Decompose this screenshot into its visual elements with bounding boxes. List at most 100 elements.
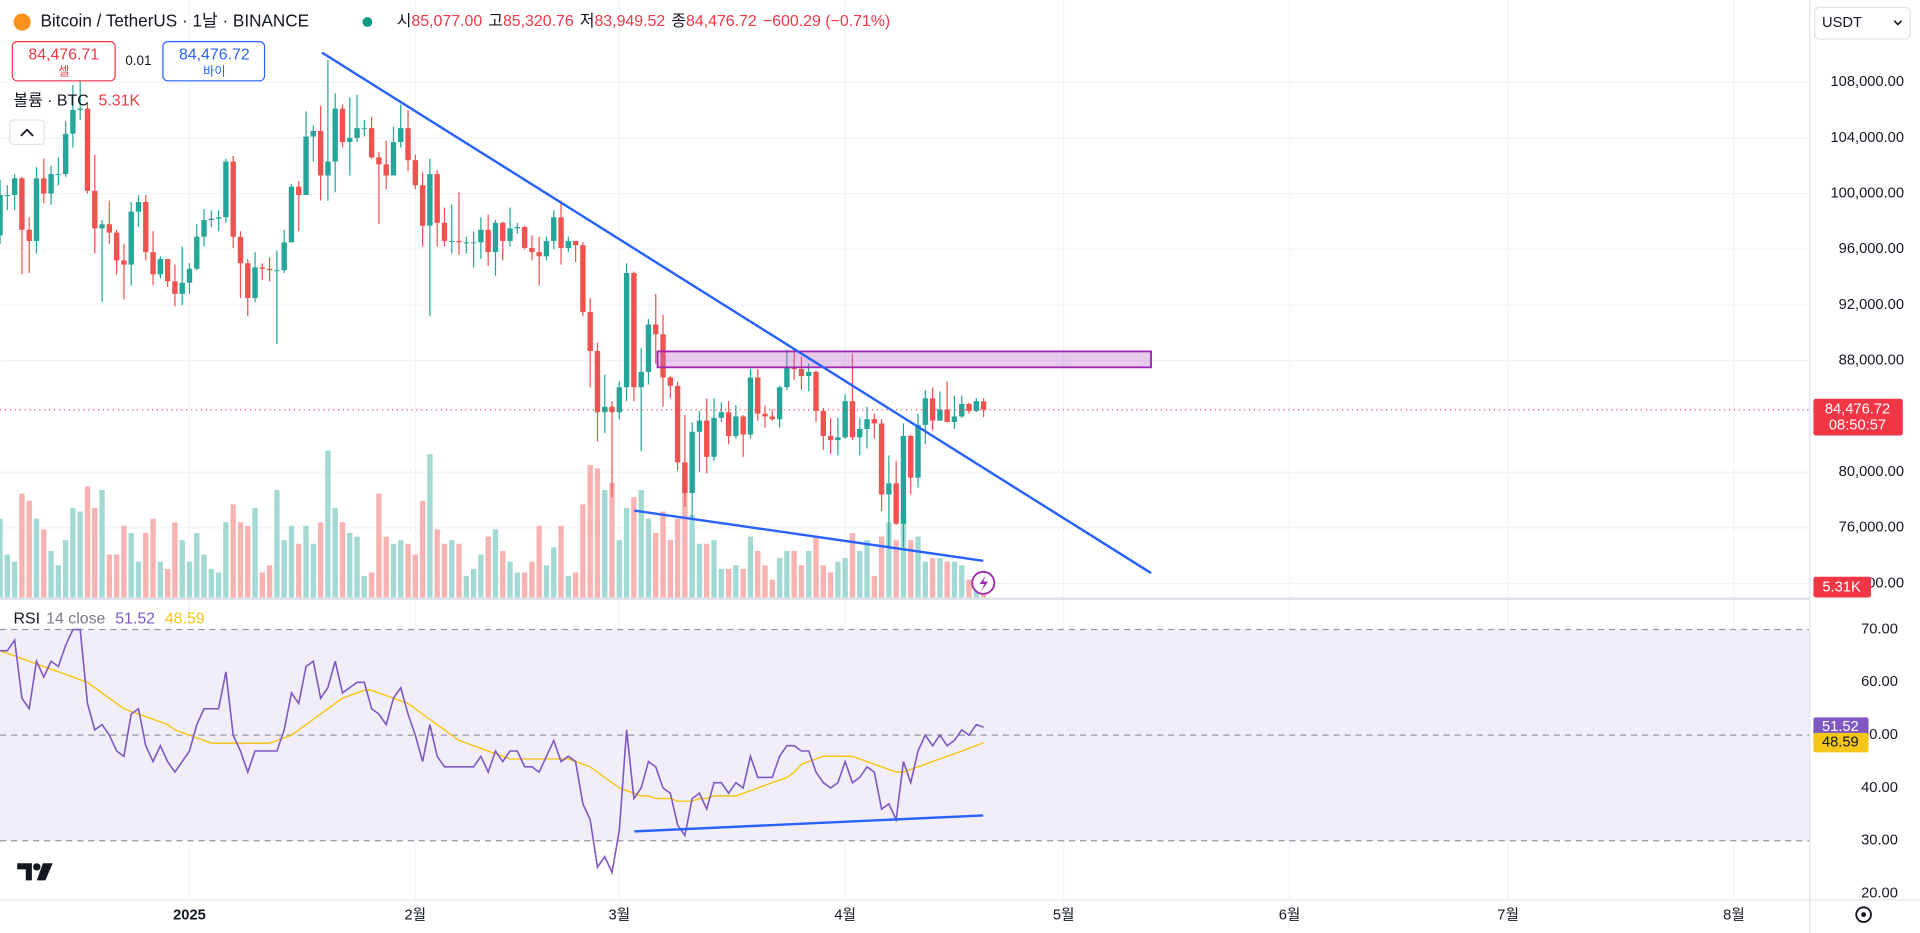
volume-bar xyxy=(470,568,477,598)
candle-body xyxy=(864,419,870,429)
collapse-button[interactable] xyxy=(9,119,45,146)
candle-body xyxy=(245,263,251,299)
candle-body xyxy=(19,178,25,230)
x-tick-label: 2025 xyxy=(173,908,206,924)
drawings xyxy=(321,51,1152,833)
candle-body xyxy=(733,416,739,436)
volume-bar xyxy=(944,561,950,598)
volume-bar xyxy=(339,522,346,598)
candle-body xyxy=(594,350,601,413)
candle-body xyxy=(26,229,32,241)
volume-bar xyxy=(245,525,251,598)
candle-body xyxy=(543,240,550,257)
volume-bar xyxy=(849,533,856,598)
label: 저 xyxy=(580,12,595,30)
volume-bar xyxy=(33,518,40,598)
candle-body xyxy=(769,416,776,420)
volume-bar xyxy=(704,543,710,598)
candle-body xyxy=(296,186,302,195)
volume-bar xyxy=(405,543,411,598)
candle-body xyxy=(653,324,659,335)
candle-body xyxy=(55,174,62,176)
volume-bar xyxy=(135,561,142,598)
volume-bar xyxy=(325,450,331,598)
volume-bar xyxy=(747,536,754,598)
volume-bar xyxy=(296,543,302,598)
candle-body xyxy=(223,161,229,218)
volume-bar xyxy=(259,572,266,598)
volume-bar xyxy=(638,490,644,598)
volume-bar xyxy=(776,558,783,598)
volume-bar xyxy=(434,529,440,598)
candle-body xyxy=(587,311,593,351)
volume-bar xyxy=(791,550,797,598)
rsi-line xyxy=(0,628,984,876)
candle-body xyxy=(740,416,746,435)
value: 85,320.76 xyxy=(503,13,574,30)
candle-body xyxy=(186,268,193,283)
candle-body xyxy=(33,178,40,241)
candle-body xyxy=(84,108,91,191)
volume-bar xyxy=(208,568,215,598)
candle-body xyxy=(521,227,528,248)
alert-bolt xyxy=(979,575,989,592)
currency-select[interactable] xyxy=(1814,6,1911,40)
sell-button[interactable] xyxy=(11,41,116,82)
volume-bar xyxy=(871,576,877,598)
volume-bar xyxy=(186,561,193,598)
candle-body xyxy=(164,259,171,282)
volume-bar xyxy=(711,540,717,598)
volume-bar xyxy=(842,558,848,598)
rsi-ma-line xyxy=(0,649,984,802)
settings-icon[interactable] xyxy=(1855,906,1872,923)
candle-body xyxy=(507,228,513,241)
candle-body xyxy=(0,194,3,236)
volume-bar xyxy=(317,522,324,598)
candle-body xyxy=(762,413,768,417)
candle-body xyxy=(623,272,630,388)
candle-body xyxy=(99,224,105,229)
logo-part xyxy=(33,863,41,871)
candle-body xyxy=(62,133,69,175)
buy-button[interactable] xyxy=(162,41,266,82)
volume-bar xyxy=(514,572,521,598)
candle-body xyxy=(966,403,972,411)
candle-body xyxy=(478,229,484,243)
volume-bar xyxy=(521,572,528,598)
volume-bar xyxy=(558,525,564,598)
volume-bar xyxy=(194,533,200,598)
volume-bar xyxy=(332,507,338,598)
volume-bar xyxy=(725,568,732,598)
last-price-label: 84,476.72 xyxy=(1825,402,1890,418)
candle-body xyxy=(48,174,54,194)
volume-tag-label: 5.31K xyxy=(1822,580,1861,596)
volume-bar xyxy=(252,507,258,598)
value: 85,077.00 xyxy=(411,13,482,30)
y-tick-label: 96,000.00 xyxy=(1839,241,1904,257)
candle-body xyxy=(572,240,579,246)
volume-bar xyxy=(565,576,572,598)
rsi-tick-label: 20.00 xyxy=(1861,885,1898,901)
volume-bar xyxy=(689,515,695,598)
volume-bar xyxy=(835,561,841,598)
candle-body xyxy=(361,128,368,130)
y-tick-label: 108,000.00 xyxy=(1831,74,1905,90)
volume-bar xyxy=(441,543,448,598)
rsi-tag-label: 51.52 xyxy=(1822,719,1859,735)
volume-bar xyxy=(266,565,273,598)
quantity: 0.01 xyxy=(125,53,151,68)
volume-bar xyxy=(827,572,834,598)
candle-body xyxy=(514,227,521,229)
candle-body xyxy=(390,142,397,176)
candle-body xyxy=(784,367,790,388)
volume-bar xyxy=(682,490,688,598)
candle-body xyxy=(143,201,149,253)
logo-part xyxy=(36,863,53,881)
candle-body xyxy=(893,483,899,524)
last-price-tag xyxy=(1813,398,1903,436)
candle-body xyxy=(908,435,914,478)
volume-bar xyxy=(500,550,506,598)
candle-body xyxy=(886,483,892,495)
